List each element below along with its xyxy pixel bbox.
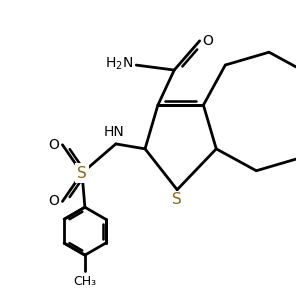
Text: CH₃: CH₃ xyxy=(73,275,97,288)
Text: O: O xyxy=(48,138,59,152)
Text: O: O xyxy=(48,194,59,208)
Text: O: O xyxy=(202,34,213,48)
Text: S: S xyxy=(77,166,87,181)
Text: S: S xyxy=(172,192,182,207)
Text: HN: HN xyxy=(104,125,125,139)
Text: H$_2$N: H$_2$N xyxy=(105,55,134,72)
